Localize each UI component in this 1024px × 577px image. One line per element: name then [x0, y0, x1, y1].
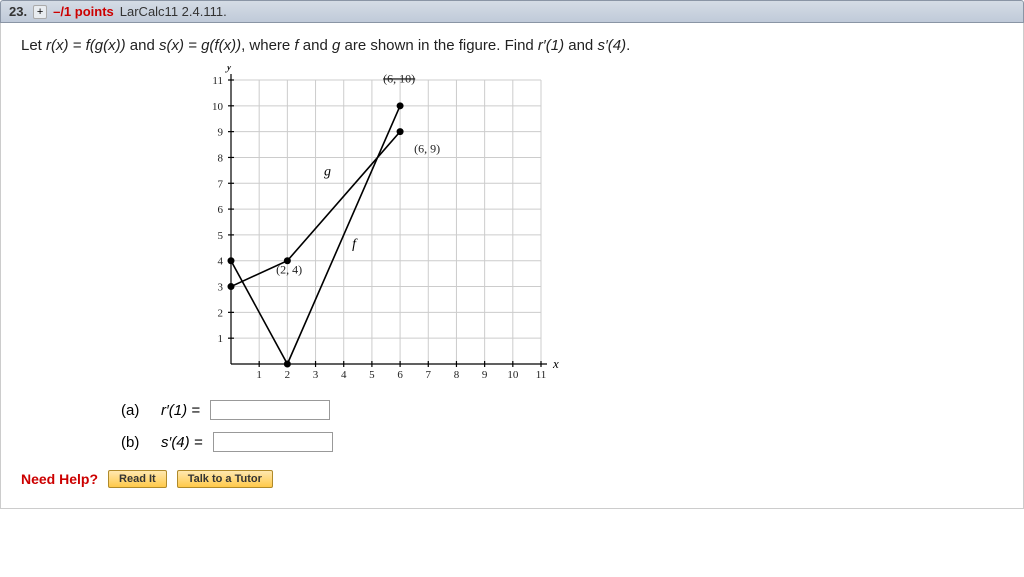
svg-text:8: 8 [454, 369, 460, 381]
svg-text:7: 7 [218, 178, 224, 190]
svg-text:2: 2 [218, 307, 224, 319]
need-help-row: Need Help? Read It Talk to a Tutor [21, 470, 1003, 488]
svg-text:4: 4 [218, 256, 224, 268]
part-a-input[interactable] [210, 400, 330, 420]
svg-text:10: 10 [507, 369, 519, 381]
question-number: 23. [9, 4, 27, 19]
graph-figure: 12345678910111234567891011xygf(2, 4)(6, … [201, 66, 1003, 386]
svg-text:6: 6 [218, 204, 224, 216]
part-a-row: (a) r′(1) = [121, 400, 1003, 420]
part-b-input[interactable] [213, 432, 333, 452]
part-a-label: (a) [121, 402, 151, 419]
need-help-label: Need Help? [21, 471, 98, 487]
svg-text:(6, 10): (6, 10) [383, 72, 415, 86]
svg-text:3: 3 [218, 282, 224, 294]
question-header: 23. + –/1 points LarCalc11 2.4.111. [0, 0, 1024, 23]
svg-text:8: 8 [218, 152, 224, 164]
svg-text:5: 5 [369, 369, 375, 381]
svg-text:10: 10 [212, 101, 224, 113]
talk-to-tutor-button[interactable]: Talk to a Tutor [177, 470, 273, 488]
svg-text:5: 5 [218, 230, 224, 242]
read-it-button[interactable]: Read It [108, 470, 167, 488]
part-a-expr: r′(1) = [161, 402, 200, 419]
svg-text:g: g [324, 165, 331, 180]
svg-text:1: 1 [256, 369, 262, 381]
graph-svg: 12345678910111234567891011xygf(2, 4)(6, … [201, 66, 561, 386]
svg-text:f: f [352, 237, 358, 252]
svg-text:6: 6 [397, 369, 403, 381]
svg-text:11: 11 [536, 369, 547, 381]
svg-text:7: 7 [426, 369, 432, 381]
prompt-text: Let r(x) = f(g(x)) and s(x) = g(f(x)), w… [21, 37, 1003, 54]
points-text: –/1 points [53, 4, 114, 19]
svg-text:(2, 4): (2, 4) [276, 263, 302, 277]
svg-text:y: y [224, 66, 232, 73]
part-b-label: (b) [121, 434, 151, 451]
svg-text:4: 4 [341, 369, 347, 381]
svg-text:3: 3 [313, 369, 319, 381]
expand-icon[interactable]: + [33, 5, 47, 19]
reference-text: LarCalc11 2.4.111. [120, 4, 227, 19]
svg-text:2: 2 [285, 369, 291, 381]
question-body: Let r(x) = f(g(x)) and s(x) = g(f(x)), w… [0, 23, 1024, 509]
part-b-row: (b) s′(4) = [121, 432, 1003, 452]
svg-text:x: x [552, 356, 559, 371]
svg-text:9: 9 [218, 127, 224, 139]
svg-text:11: 11 [212, 75, 223, 87]
svg-text:9: 9 [482, 369, 488, 381]
answer-parts: (a) r′(1) = (b) s′(4) = [121, 400, 1003, 452]
svg-text:1: 1 [218, 333, 224, 345]
svg-text:(6, 9): (6, 9) [414, 141, 440, 155]
part-b-expr: s′(4) = [161, 434, 203, 451]
